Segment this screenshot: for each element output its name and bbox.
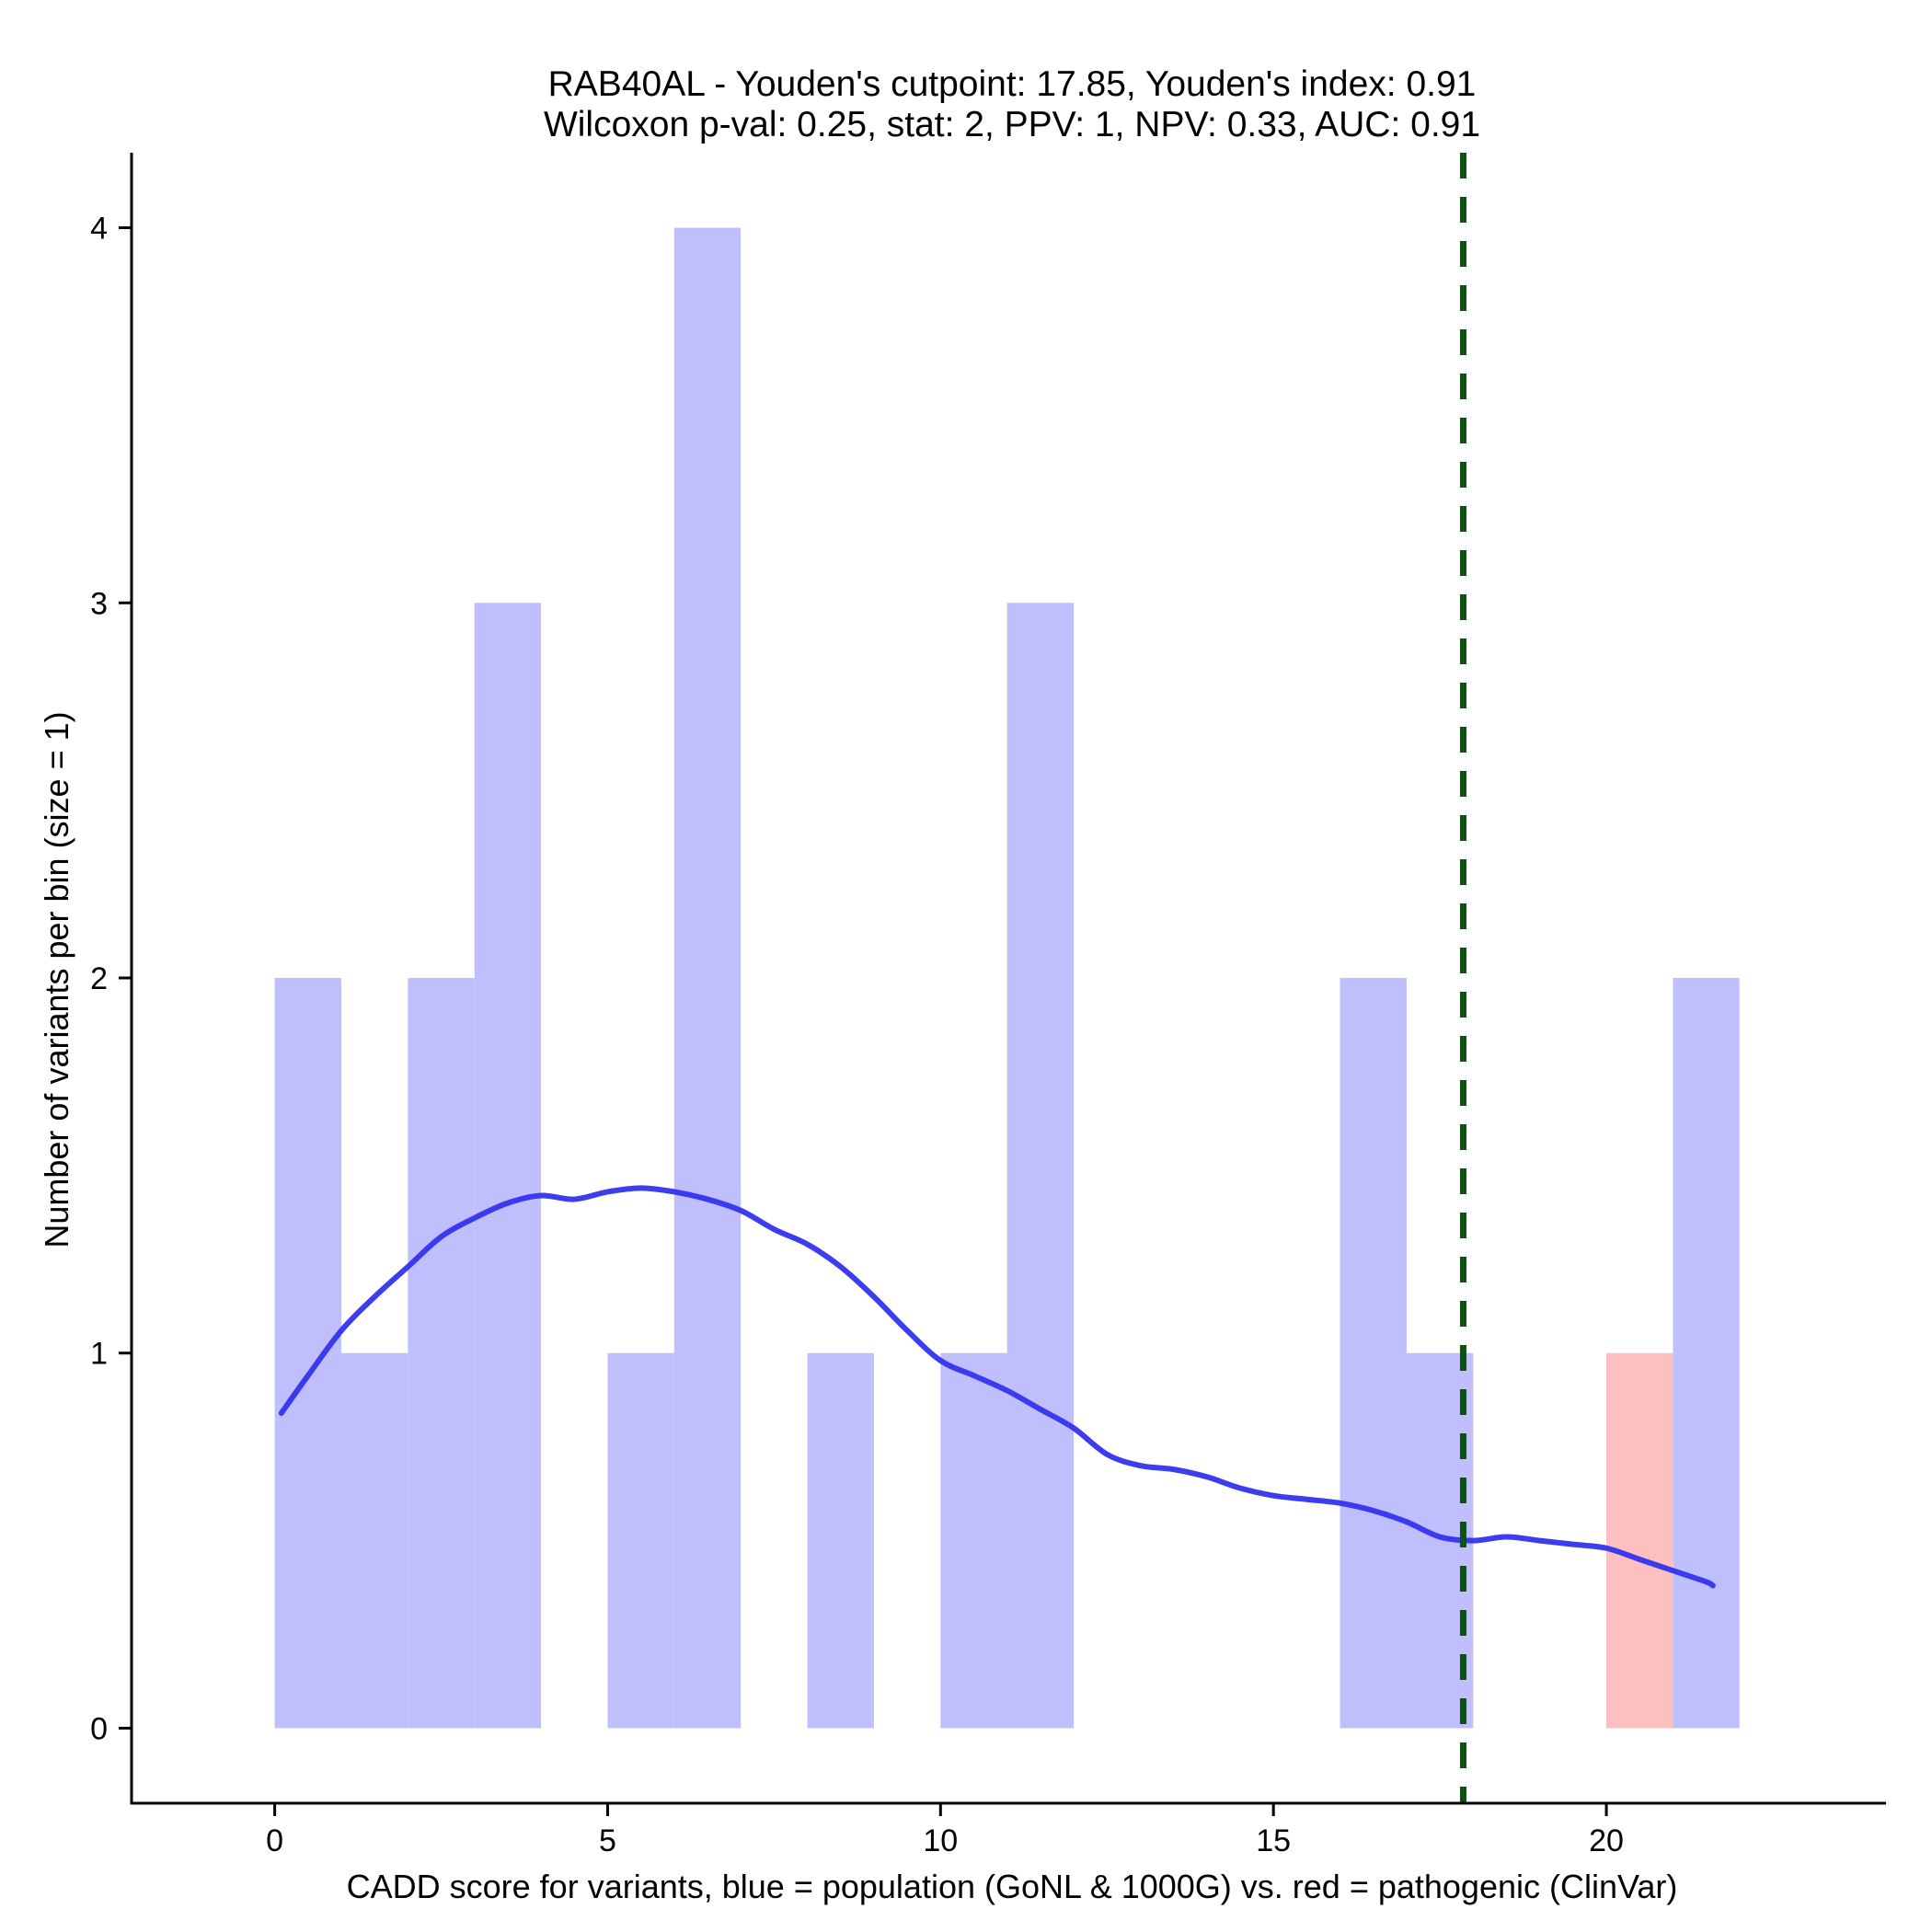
population-bar-2 [408,978,475,1729]
x-tick-label-15: 15 [1256,1823,1291,1858]
y-tick-label-3: 3 [90,586,108,621]
population-bar-3 [474,603,542,1729]
population-bar-0 [274,978,341,1729]
y-tick-label-1: 1 [90,1337,108,1372]
population-bar-5 [607,1352,674,1729]
x-axis-title: CADD score for variants, blue = populati… [347,1868,1678,1905]
y-tick-label-4: 4 [90,212,108,247]
x-tick-label-0: 0 [266,1823,283,1858]
population-bar-21 [1673,978,1740,1729]
y-axis-title: Number of variants per bin (size = 1) [38,711,75,1248]
y-tick-label-2: 2 [90,961,108,996]
histogram-bars [274,227,1740,1729]
population-bar-10 [940,1352,1007,1729]
x-tick-label-10: 10 [923,1823,958,1858]
x-tick-label-20: 20 [1589,1823,1624,1858]
density-curve [278,1185,1716,1589]
chart-title-line2: Wilcoxon p-val: 0.25, stat: 2, PPV: 1, N… [544,105,1480,144]
population-bar-8 [807,1352,874,1729]
plot-area [274,153,1740,1803]
y-axis-ticks: 0 1 2 3 4 [90,212,132,1746]
pathogenic-bar-20 [1606,1352,1673,1729]
x-tick-label-5: 5 [599,1823,616,1858]
population-bar-1 [340,1352,408,1729]
y-tick-label-0: 0 [90,1711,108,1746]
population-bar-6 [673,227,742,1729]
x-axis-ticks: 0 5 10 15 20 [266,1803,1624,1858]
population-bar-16 [1340,978,1407,1729]
population-bar-11 [1006,603,1075,1729]
axes: 0 5 10 15 20 0 1 2 3 4 [90,153,1886,1858]
chart-title-line1: RAB40AL - Youden's cutpoint: 17.85, Youd… [548,64,1477,104]
density-curve-group [278,1185,1716,1589]
